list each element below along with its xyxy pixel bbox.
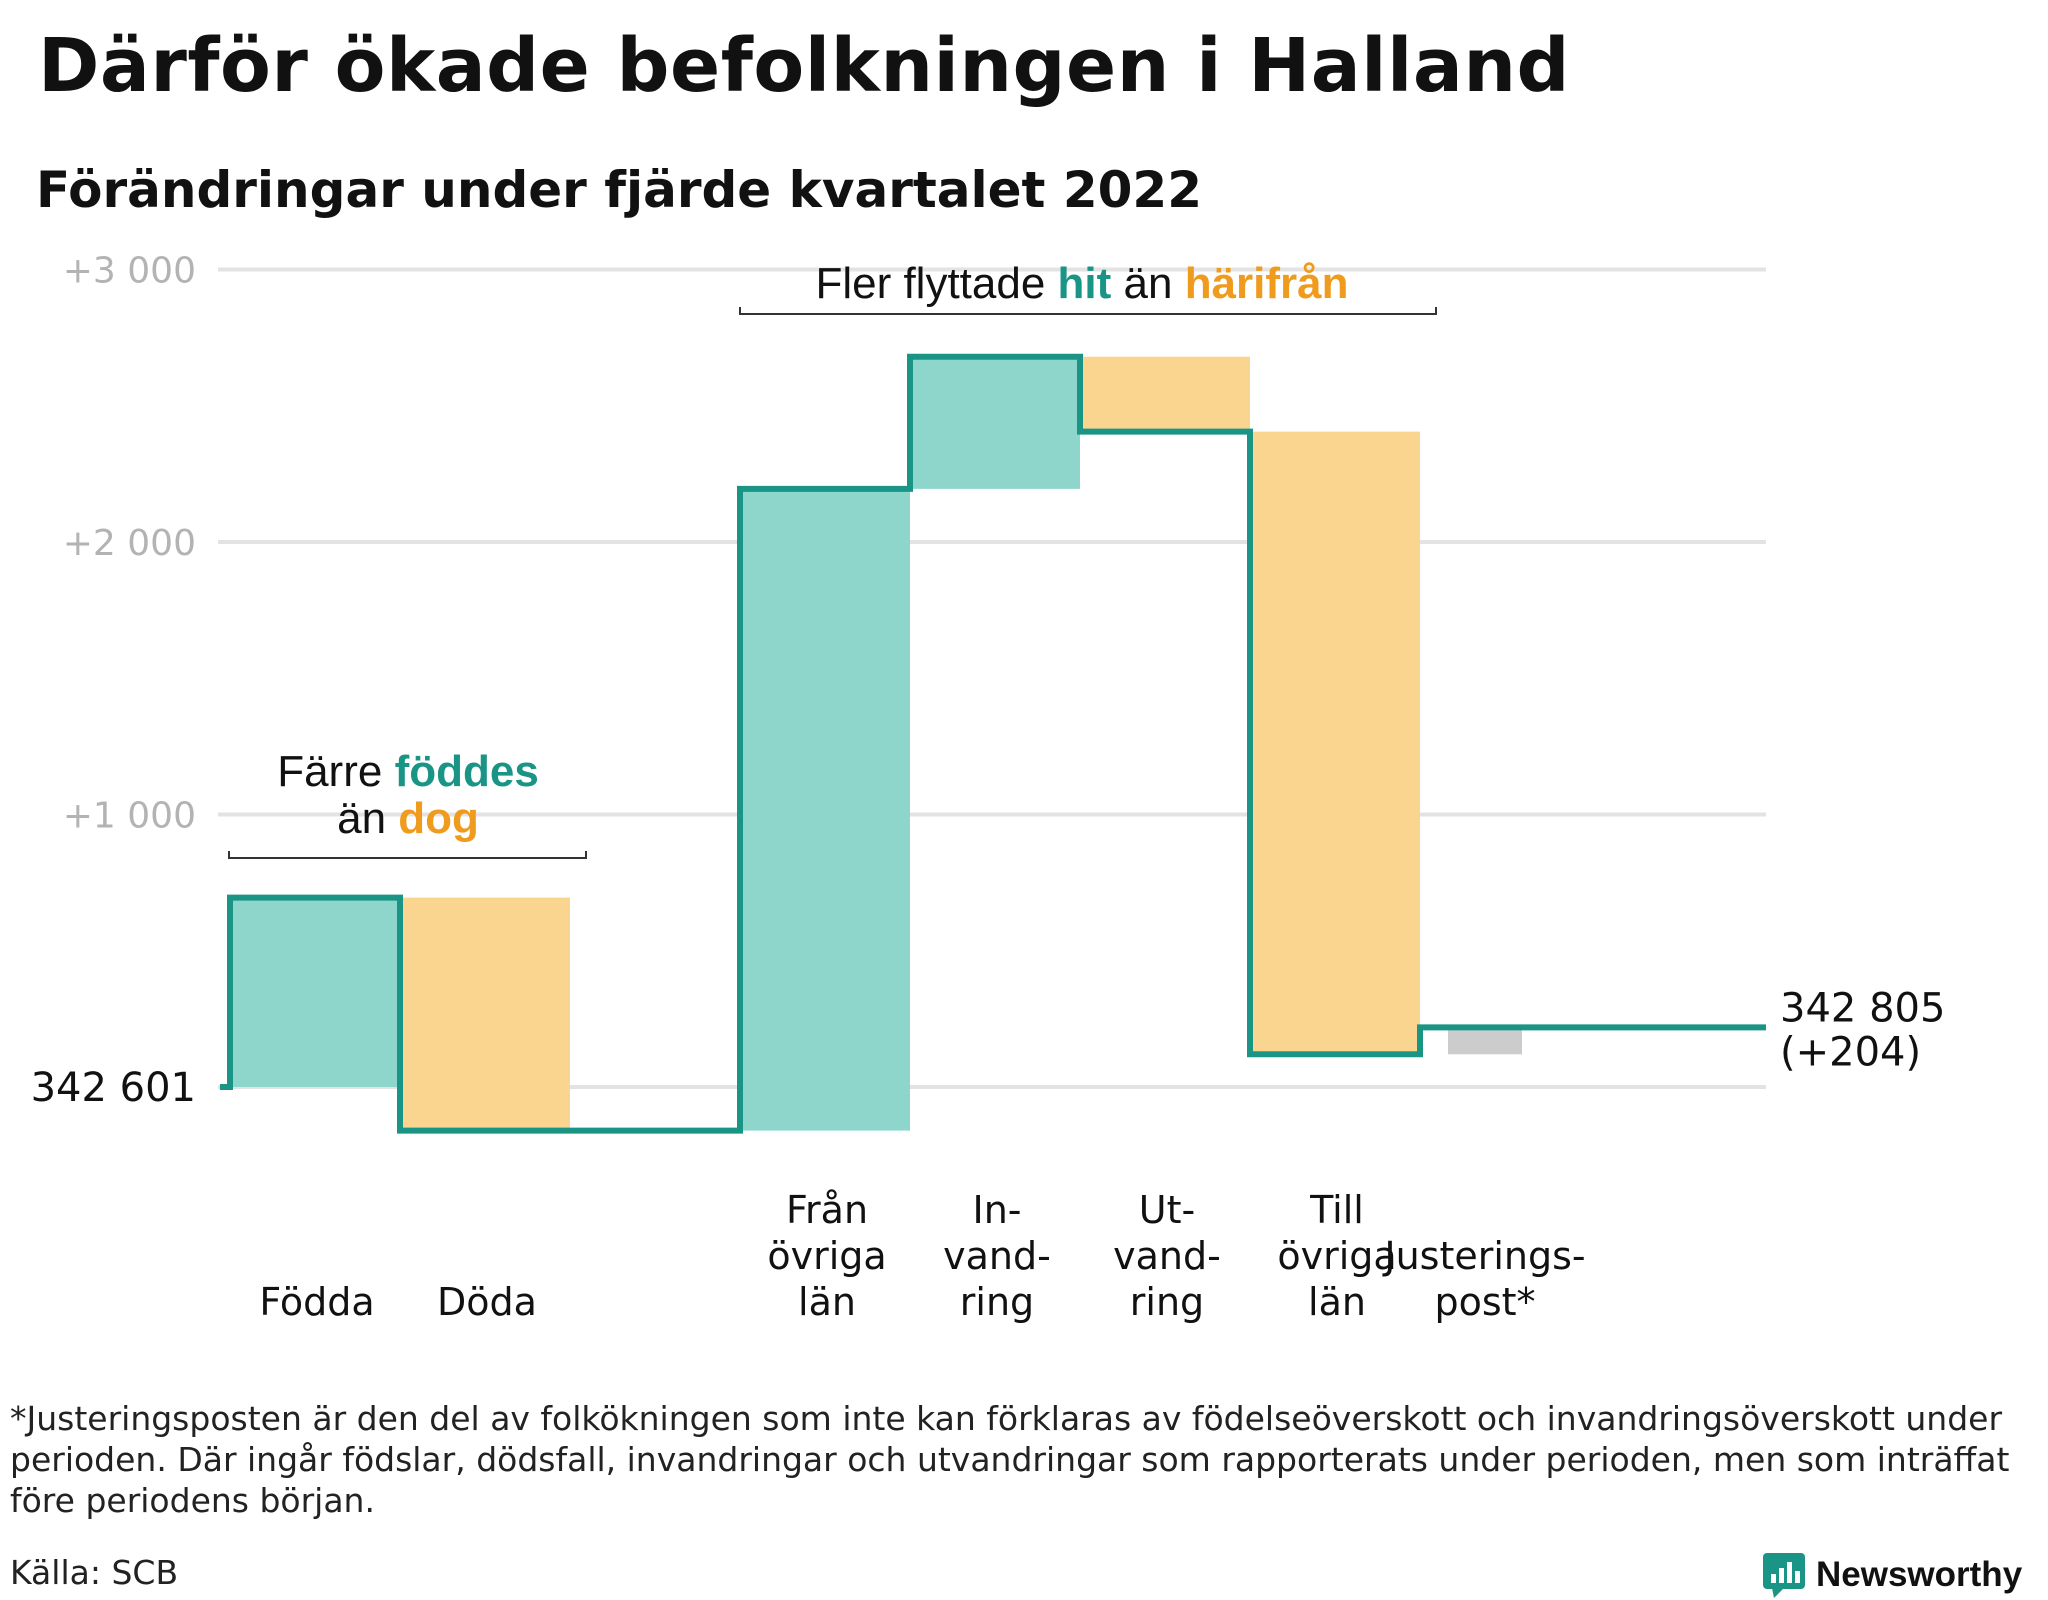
bar-inflow: [910, 356, 1080, 489]
cumulative-step-line: [220, 353, 1766, 1134]
brand-name: Newsworthy: [1816, 1555, 2023, 1594]
y-tick-label: +2 000: [63, 523, 196, 564]
end-change-label: (+204): [1780, 1029, 1921, 1075]
category-label: Justerings-: [1382, 1234, 1585, 1278]
category-label: län: [798, 1280, 856, 1324]
annotation-segment-outflow: härifrån: [1185, 259, 1349, 308]
category-label: Döda: [437, 1280, 537, 1324]
category-label: post*: [1434, 1280, 1535, 1324]
bar-chart-speech-bubble-icon: [1763, 1553, 1805, 1598]
annotation-segment-outflow: dog: [398, 794, 479, 843]
category-label: län: [1308, 1280, 1366, 1324]
annotation-segment-plain: Fler flyttade: [815, 259, 1057, 308]
category-label: Till: [1309, 1188, 1364, 1232]
category-label: In-: [972, 1188, 1021, 1232]
category-label: vand-: [1113, 1234, 1221, 1278]
category-label: Från: [786, 1188, 868, 1232]
bar-outflow: [1250, 431, 1420, 1055]
category-label: ring: [1130, 1280, 1204, 1324]
start-value-label: 342 601: [31, 1065, 196, 1111]
category-label: övriga: [767, 1234, 886, 1278]
chart-title: Därför ökade befolkningen i Halland: [38, 23, 1570, 109]
annotation-bracket-migration: [739, 307, 1437, 315]
chart-subtitle: Förändringar under fjärde kvartalet 2022: [36, 161, 1203, 219]
annotation-segment-plain: Färre: [277, 747, 394, 796]
category-label: Ut-: [1139, 1188, 1195, 1232]
bar-outflow: [400, 897, 570, 1131]
annotation-births-deaths: Färre föddes: [277, 747, 539, 796]
end-value-label: 342 805: [1780, 985, 1945, 1031]
bar-inflow: [230, 897, 400, 1087]
annotation-segment-inflow: hit: [1058, 259, 1112, 308]
brand-logo: Newsworthy: [1762, 1552, 2022, 1598]
category-label: övriga: [1277, 1234, 1396, 1278]
annotation-bracket-births-deaths: [228, 851, 587, 859]
annotation-segment-plain: än: [337, 794, 398, 843]
y-tick-label: +1 000: [63, 796, 196, 837]
annotation-migration: Fler flyttade hit än härifrån: [815, 259, 1348, 308]
footnote: *Justeringsposten är den del av folkökni…: [10, 1399, 2010, 1520]
category-label: ring: [960, 1280, 1034, 1324]
annotation-births-deaths: än dog: [337, 794, 479, 843]
bar-outflow: [1080, 356, 1250, 432]
annotation-segment-plain: än: [1111, 259, 1184, 308]
y-tick-label: +3 000: [63, 251, 196, 292]
category-label: vand-: [943, 1234, 1051, 1278]
bar-adjustment: [1448, 1027, 1522, 1055]
category-label: Födda: [259, 1280, 374, 1324]
source-label: Källa: SCB: [10, 1553, 179, 1592]
bar-inflow: [740, 488, 910, 1131]
annotation-segment-inflow: föddes: [395, 747, 539, 796]
